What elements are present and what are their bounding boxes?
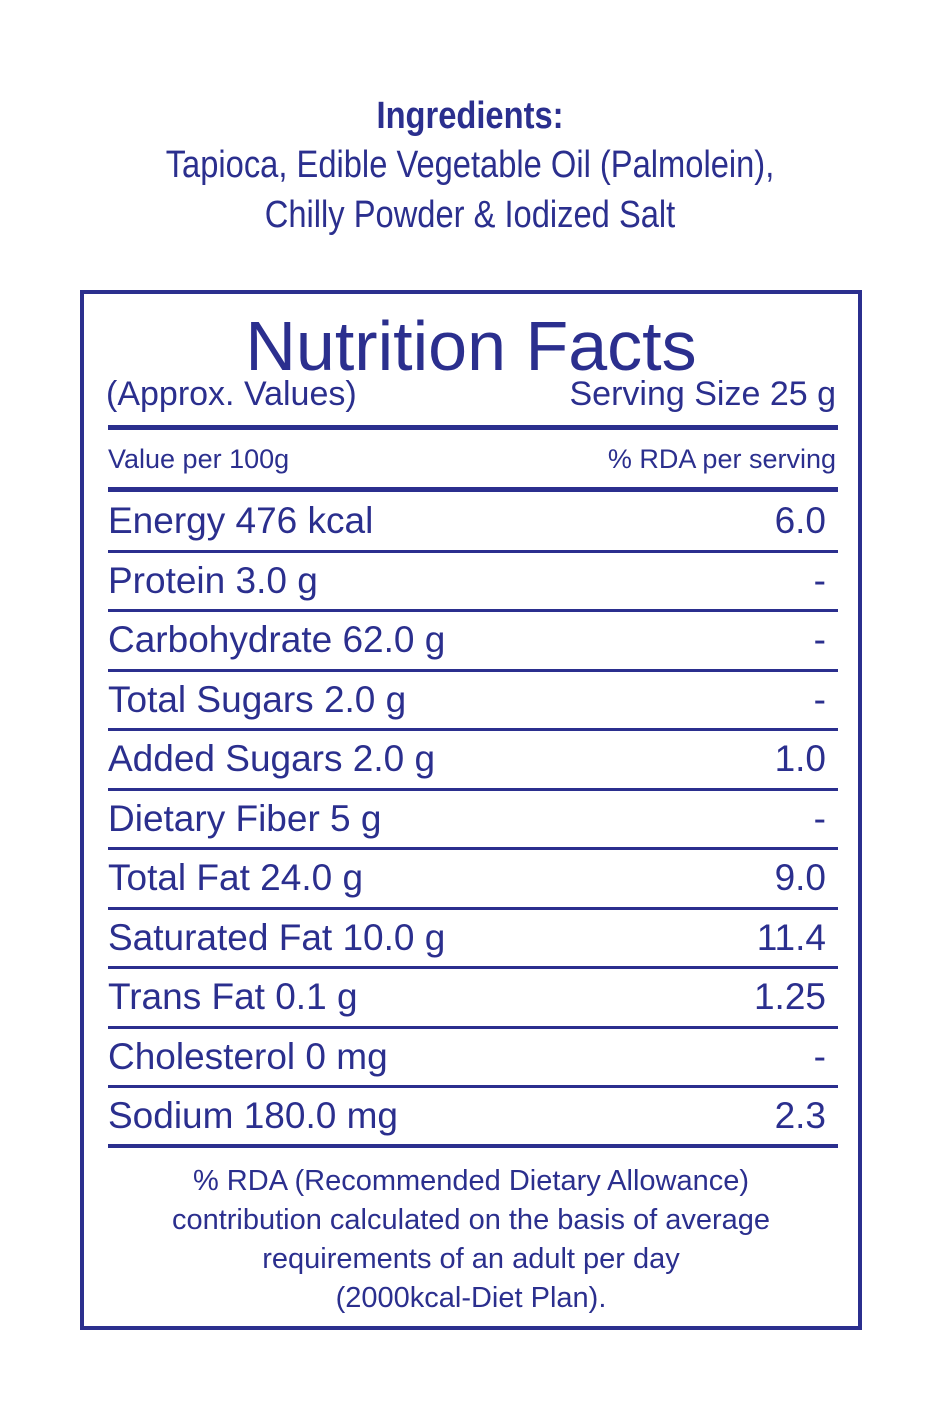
nutrient-row: Trans Fat 0.1 g 1.25: [108, 969, 838, 1029]
nutrient-rda-value: -: [813, 559, 826, 601]
column-header-rda: % RDA per serving: [607, 444, 836, 474]
nutrient-label: Added Sugars 2.0 g: [108, 738, 436, 779]
nutrient-label: Cholesterol 0 mg: [108, 1035, 388, 1077]
nutrient-rda-value: 6.0: [774, 500, 826, 541]
footnote-line: (2000kcal-Diet Plan).: [335, 1282, 607, 1314]
approx-values-label: (Approx. Values): [106, 375, 357, 413]
nutrition-facts-title: Nutrition Facts: [245, 307, 697, 385]
nutrient-row: Added Sugars 2.0 g 1.0: [108, 731, 838, 791]
nutrient-row: Total Sugars 2.0 g -: [108, 672, 838, 731]
footnote-line: requirements of an adult per day: [262, 1243, 680, 1275]
nutrient-rda-value: 9.0: [774, 857, 826, 898]
nutrient-row: Carbohydrate 62.0 g -: [108, 612, 838, 672]
nutrient-rows: Energy 476 kcal 6.0 Protein 3.0 g - Carb…: [108, 493, 838, 1148]
nutrient-rda-value: -: [813, 678, 826, 720]
footnote-line: contribution calculated on the basis of …: [171, 1204, 771, 1236]
nutrient-label: Protein 3.0 g: [108, 559, 318, 601]
nutrient-rda-value: -: [813, 619, 826, 660]
divider: [108, 425, 838, 430]
nutrient-row: Dietary Fiber 5 g -: [108, 791, 838, 850]
nutrient-row: Energy 476 kcal 6.0: [108, 493, 838, 553]
serving-size: Serving Size 25 g: [569, 375, 837, 413]
nutrient-rda-value: 2.3: [774, 1095, 826, 1136]
ingredients-line: Chilly Powder & Iodized Salt: [264, 194, 676, 236]
nutrient-label: Total Sugars 2.0 g: [108, 678, 407, 720]
nutrient-rda-value: 11.4: [756, 916, 826, 958]
ingredients-title: Ingredients:: [376, 95, 564, 137]
nutrient-label: Sodium 180.0 mg: [108, 1095, 399, 1136]
footnote-line: % RDA (Recommended Dietary Allowance): [192, 1165, 750, 1197]
nutrient-label: Carbohydrate 62.0 g: [108, 619, 446, 660]
nutrient-row: Saturated Fat 10.0 g 11.4: [108, 910, 838, 969]
divider: [108, 487, 838, 492]
nutrient-label: Saturated Fat 10.0 g: [108, 916, 446, 958]
rda-footnote: % RDA (Recommended Dietary Allowance) co…: [84, 1162, 858, 1318]
ingredients-line: Tapioca, Edible Vegetable Oil (Palmolein…: [165, 144, 775, 186]
column-header-value: Value per 100g: [108, 444, 290, 474]
nutrient-rda-value: 1.25: [753, 976, 826, 1017]
nutrient-rda-value: -: [813, 797, 826, 839]
nutrient-row: Total Fat 24.0 g 9.0: [108, 850, 838, 910]
nutrient-label: Total Fat 24.0 g: [108, 857, 364, 898]
nutrient-rda-value: -: [813, 1035, 826, 1077]
nutrient-row: Cholesterol 0 mg -: [108, 1029, 838, 1088]
nutrient-row: Sodium 180.0 mg 2.3: [108, 1088, 838, 1148]
nutrient-row: Protein 3.0 g -: [108, 553, 838, 612]
nutrition-facts-panel: Nutrition Facts (Approx. Values) Serving…: [80, 290, 862, 1330]
nutrient-label: Energy 476 kcal: [108, 500, 374, 541]
nutrient-rda-value: 1.0: [774, 738, 826, 779]
nutrient-label: Dietary Fiber 5 g: [108, 797, 382, 839]
nutrient-label: Trans Fat 0.1 g: [108, 976, 358, 1017]
ingredients-section: Ingredients: Tapioca, Edible Vegetable O…: [66, 92, 874, 240]
